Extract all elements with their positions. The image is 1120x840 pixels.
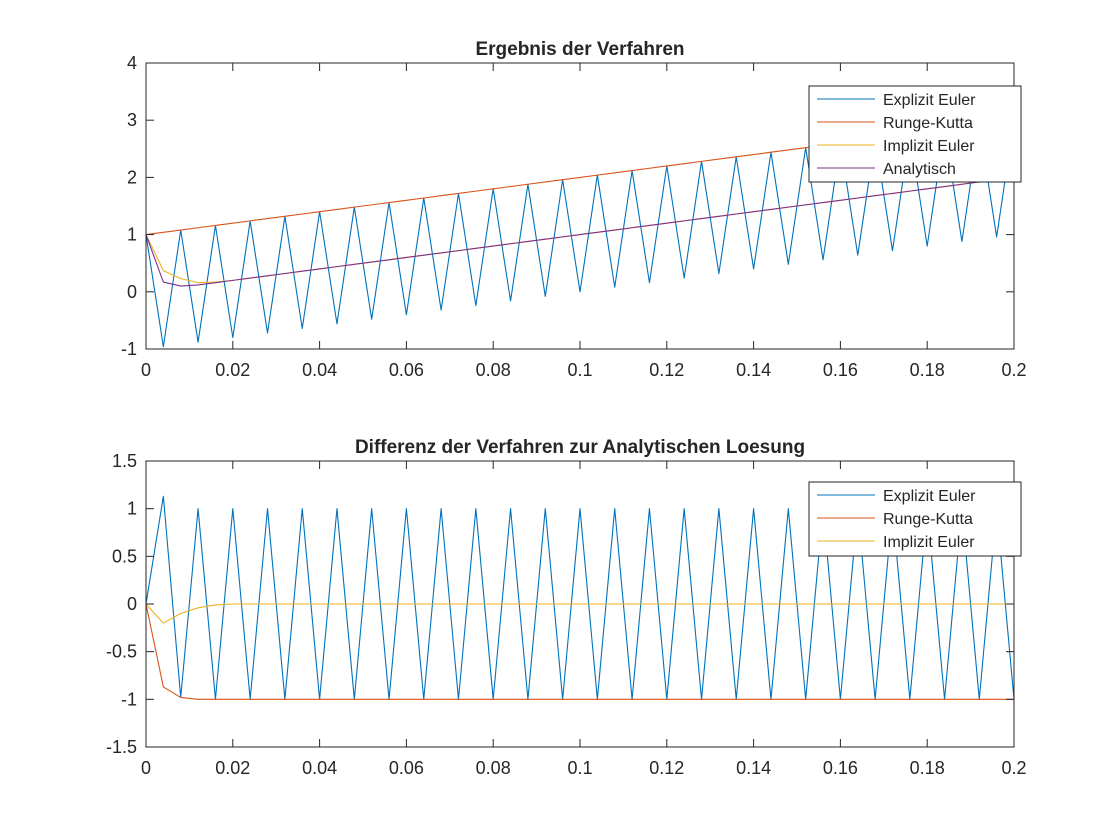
legend-label: Implizit Euler xyxy=(883,138,975,155)
x-tick-label: 0.14 xyxy=(736,758,771,778)
x-tick-label: 0.16 xyxy=(823,758,858,778)
x-tick-label: 0.1 xyxy=(567,758,592,778)
x-tick-label: 0.08 xyxy=(476,758,511,778)
y-tick-label: 4 xyxy=(127,53,137,73)
y-tick-label: -1 xyxy=(121,689,137,709)
chart-2: 0 0.02 0.04 0.06 0.08 0.1 0.12 0.14 0.16 0.18 0.2 -… xyxy=(106,437,1027,778)
y-tick-label: 2 xyxy=(127,167,137,187)
x-tick-label: 0 xyxy=(141,758,151,778)
x-tick-label: 0.12 xyxy=(649,758,684,778)
x-tick-label: 0.08 xyxy=(476,360,511,380)
legend-box xyxy=(808,85,1022,183)
x-tick-label: 0.18 xyxy=(910,758,945,778)
x-tick-label: 0.2 xyxy=(1001,758,1026,778)
series-group xyxy=(146,495,1014,700)
chart-1: 0 0.02 0.04 0.06 0.08 0.1 0.12 0.14 0.16 0.18 0.2 -… xyxy=(121,39,1027,380)
y-tick-label: 1 xyxy=(127,499,137,519)
y-tick-label: -1.5 xyxy=(106,737,137,757)
y-tick-label: 1 xyxy=(127,225,137,245)
x-tick-label: 0.02 xyxy=(215,758,250,778)
x-tick-label: 0.04 xyxy=(302,360,337,380)
legend-label: Explizit Euler xyxy=(883,92,976,109)
series-line-analytisch xyxy=(146,176,1014,287)
x-tick-label: 0.12 xyxy=(649,360,684,380)
y-tick-label: 0.5 xyxy=(112,546,137,566)
x-tick-label: 0.06 xyxy=(389,758,424,778)
y-tick-label: 0 xyxy=(127,282,137,302)
x-tick-label: 0.18 xyxy=(910,360,945,380)
y-tick-label: 1.5 xyxy=(112,451,137,471)
legend-label: Analytisch xyxy=(883,161,956,178)
x-tick-label: 0.02 xyxy=(215,360,250,380)
x-tick-label: 0.14 xyxy=(736,360,771,380)
x-tick-label: 0.2 xyxy=(1001,360,1026,380)
x-tick-label: 0 xyxy=(141,360,151,380)
chart-title: Differenz der Verfahren zur Analytischen… xyxy=(355,437,805,458)
legend: Explizit Euler Runge-Kutta Implizit Euler A… xyxy=(808,85,1022,183)
y-tick-label: 0 xyxy=(127,594,137,614)
x-tick-label: 0.16 xyxy=(823,360,858,380)
x-tick-label: 0.06 xyxy=(389,360,424,380)
x-tick-label: 0.04 xyxy=(302,758,337,778)
legend-label: Runge-Kutta xyxy=(883,115,973,132)
legend-box xyxy=(808,481,1022,557)
legend: Explizit Euler Runge-Kutta Implizit Euler xyxy=(808,481,1022,557)
x-tick-label: 0.1 xyxy=(567,360,592,380)
chart-title: Ergebnis der Verfahren xyxy=(475,39,684,60)
y-tick-label: -1 xyxy=(121,339,137,359)
y-tick-label: 3 xyxy=(127,110,137,130)
series-line-runge-kutta xyxy=(146,603,1014,700)
legend-label: Runge-Kutta xyxy=(883,511,973,528)
series-line-implizit-euler xyxy=(146,603,1014,624)
legend-label: Implizit Euler xyxy=(883,534,975,551)
legend-label: Explizit Euler xyxy=(883,488,976,505)
y-tick-label: -0.5 xyxy=(106,642,137,662)
series-line-explizit-euler xyxy=(146,495,1014,700)
